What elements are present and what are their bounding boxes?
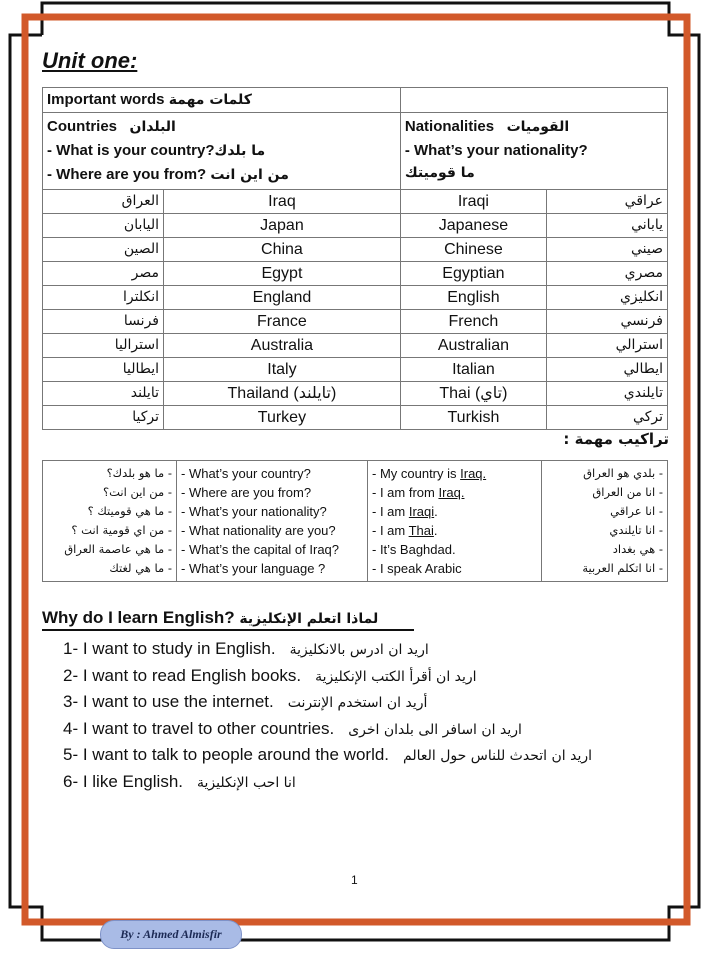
answers-arabic: - بلدي هو العراق - انا من العراق - انا عرا… xyxy=(541,460,668,582)
phrase-line: - بلدي هو العراق xyxy=(583,466,663,480)
table-row: ايطاليا Italy Italian ايطالي xyxy=(42,357,668,382)
country-ar-cell: استراليا xyxy=(42,333,164,358)
phrase-line: - انا اتكلم العربية xyxy=(582,561,663,575)
page-number: 1 xyxy=(351,873,358,887)
country-ar-cell: ايطاليا xyxy=(42,357,164,382)
table-row: تركيا Turkey Turkish تركي xyxy=(42,405,668,430)
country-cell: Australia xyxy=(163,333,401,358)
nationality-cell: Egyptian xyxy=(399,261,548,286)
reason-item: 6- I like English. انا احب الإنكليزية xyxy=(63,771,296,791)
table-header-row: Important words كلمات مهمة xyxy=(42,87,669,113)
nationality-ar-cell: فرنسي xyxy=(546,309,668,334)
country-ar-cell: فرنسا xyxy=(42,309,164,334)
author-badge: By : Ahmed Almisfir xyxy=(100,920,242,949)
phrase-line: - What’s the capital of Iraq? xyxy=(181,542,340,557)
phrase-line: - انا من العراق xyxy=(592,485,663,499)
phrase-line: - What’s your country? xyxy=(181,466,311,481)
country-cell: France xyxy=(163,309,401,334)
table-row: اليابان Japan Japanese ياباني xyxy=(42,213,668,238)
answers-english: - My country is Iraq. - I am from Iraq. - … xyxy=(367,460,542,582)
country-ar-cell: مصر xyxy=(42,261,164,286)
nationality-ar-cell: عراقي xyxy=(546,189,668,214)
country-ar-cell: اليابان xyxy=(42,213,164,238)
phrase-line: - ما هي لغتك xyxy=(109,561,172,575)
phrase-line: - ما هي عاصمة العراق xyxy=(64,542,172,556)
nationality-ar-cell: استرالي xyxy=(546,333,668,358)
nationality-ar-cell: انكليزي xyxy=(546,285,668,310)
table-row: فرنسا France French فرنسي xyxy=(42,309,668,334)
phrase-line: - It’s Baghdad. xyxy=(372,542,456,557)
country-cell: Turkey xyxy=(163,405,401,430)
phrase-line: - ما هو بلدك؟ xyxy=(106,466,172,480)
country-ar-cell: الصين xyxy=(42,237,164,262)
nationality-cell: Australian xyxy=(399,333,548,358)
nationality-cell: Italian xyxy=(399,357,548,382)
important-words-table: Important words كلمات مهمة Countries الب… xyxy=(42,87,669,430)
nationality-ar-cell: صيني xyxy=(546,237,668,262)
nationality-cell: English xyxy=(399,285,548,310)
country-ar-cell: تركيا xyxy=(42,405,164,430)
phrase-line: - Where are you from? xyxy=(181,485,312,500)
page-title: Unit one: xyxy=(42,48,138,73)
reason-item: 3- I want to use the internet. أريد ان اس… xyxy=(63,692,428,711)
nationality-ar-cell: تركي xyxy=(546,405,668,430)
country-cell: Italy xyxy=(163,357,401,382)
phrases-title: تراكيب مهمة : xyxy=(563,430,669,448)
country-cell: England xyxy=(163,285,401,310)
nationality-ar-cell: ايطالي xyxy=(546,357,668,382)
phrase-line: - I am from Iraq. xyxy=(372,485,465,500)
phrase-line: - انا عراقي xyxy=(610,504,663,518)
phrase-line: - من اين انت؟ xyxy=(103,485,172,499)
phrase-line: - ما هي قوميتك ؟ xyxy=(87,504,172,518)
questions-arabic: - ما هو بلدك؟ - من اين انت؟ - ما هي قوميتك… xyxy=(42,460,177,582)
nationality-cell: French xyxy=(399,309,548,334)
table-row: تايلند Thailand (تايلند) Thai (تاي) تايلندي xyxy=(42,381,668,406)
phrase-line: - What nationality are you? xyxy=(181,523,336,538)
table-subheader-row: Countries البلدان - What is your country… xyxy=(42,112,669,190)
why-heading: Why do I learn English? لماذا اتعلم الإن… xyxy=(42,608,414,631)
phrase-line: - What’s your nationality? xyxy=(181,504,327,519)
phrase-line: - I am Thai. xyxy=(372,523,438,538)
table-row: الصين China Chinese صيني xyxy=(42,237,668,262)
table-row: استراليا Australia Australian استرالي xyxy=(42,333,668,358)
nationality-cell: Turkish xyxy=(399,405,548,430)
reason-item: 2- I want to read English books. اريد ان … xyxy=(63,665,477,685)
nationality-ar-cell: تايلندي xyxy=(546,381,668,406)
phrase-line: - انا تايلندي xyxy=(609,523,663,537)
nationality-cell: Japanese xyxy=(399,213,548,238)
nationality-ar-cell: ياباني xyxy=(546,213,668,238)
country-ar-cell: تايلند xyxy=(42,381,164,406)
reasons-list: 1- I want to study in English. اريد ان اد… xyxy=(63,636,592,795)
phrase-line: - My country is Iraq. xyxy=(372,466,487,481)
country-cell: Egypt xyxy=(163,261,401,286)
phrase-line: - What’s your language ? xyxy=(181,561,326,576)
reason-item: 1- I want to study in English. اريد ان اد… xyxy=(63,639,429,658)
country-ar-cell: انكلترا xyxy=(42,285,164,310)
table-row: مصر Egypt Egyptian مصري xyxy=(42,261,668,286)
country-cell: Iraq xyxy=(163,189,401,214)
nationality-cell: Chinese xyxy=(399,237,548,262)
phrase-line: - هي بغداد xyxy=(612,542,663,556)
nationality-cell: Thai (تاي) xyxy=(399,381,548,406)
country-cell: China xyxy=(163,237,401,262)
phrases-table: - ما هو بلدك؟ - من اين انت؟ - ما هي قوميتك… xyxy=(42,460,668,582)
reason-item: 4- I want to travel to other countries. ا… xyxy=(63,718,522,738)
questions-english: - What’s your country? - Where are you fr… xyxy=(176,460,368,582)
country-cell: Japan xyxy=(163,213,401,238)
country-ar-cell: العراق xyxy=(42,189,164,214)
reason-item: 5- I want to talk to people around the w… xyxy=(63,745,592,764)
phrase-line: - I am Iraqi. xyxy=(372,504,438,519)
table-row: انكلترا England English انكليزي xyxy=(42,285,668,310)
country-cell: Thailand (تايلند) xyxy=(163,381,401,406)
nationality-ar-cell: مصري xyxy=(546,261,668,286)
phrase-line: - من اي قومية انت ؟ xyxy=(71,523,172,537)
phrase-line: - I speak Arabic xyxy=(372,561,462,576)
nationality-cell: Iraqi xyxy=(399,189,548,214)
table-row: العراق Iraq Iraqi عراقي xyxy=(42,189,668,214)
